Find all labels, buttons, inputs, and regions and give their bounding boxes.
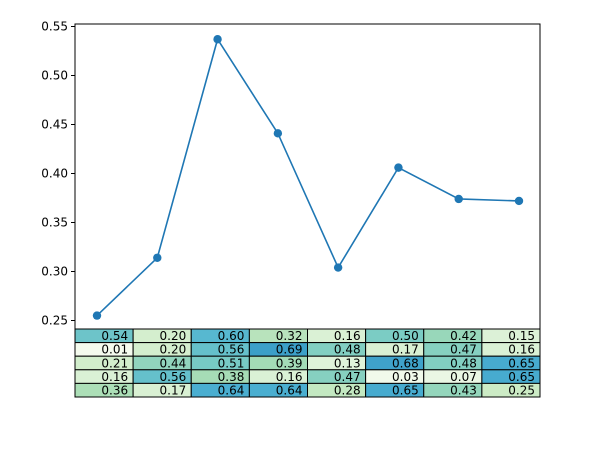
table-cell-value: 0.65 bbox=[508, 356, 535, 370]
table-cell-value: 0.64 bbox=[218, 384, 245, 398]
table-cell-value: 0.54 bbox=[101, 329, 128, 343]
data-point-marker bbox=[454, 194, 463, 204]
table-cell-value: 0.50 bbox=[392, 329, 419, 343]
table-row: 0.21 0.44 0.51 0.39 0.13 0.68 0.48 0.65 bbox=[74, 355, 541, 371]
table-cell-value: 0.48 bbox=[450, 356, 477, 370]
table-cell-value: 0.44 bbox=[160, 356, 187, 370]
table-row: 0.54 0.20 0.60 0.32 0.16 0.50 0.42 0.15 bbox=[74, 328, 541, 343]
table-cell-value: 0.28 bbox=[334, 384, 361, 398]
table-cell-value: 0.47 bbox=[450, 343, 477, 357]
table-row: 0.01 0.20 0.56 0.69 0.48 0.17 0.47 0.16 bbox=[74, 342, 541, 357]
y-tick-label: 0.55 bbox=[41, 20, 68, 34]
table-cell-value: 0.16 bbox=[101, 370, 128, 384]
table-cell-value: 0.25 bbox=[508, 384, 535, 398]
table-cell-value: 0.42 bbox=[450, 329, 477, 343]
data-point-marker bbox=[273, 129, 283, 138]
table-cell-value: 0.65 bbox=[508, 370, 535, 384]
line-series bbox=[92, 35, 524, 320]
y-axis: 0.25 0.30 0.35 0.40 0.45 0.50 0.55 bbox=[41, 20, 75, 328]
table-cell-value: 0.36 bbox=[101, 384, 128, 398]
table-cell-value: 0.47 bbox=[334, 370, 361, 384]
table-cell-value: 0.15 bbox=[508, 329, 535, 343]
y-tick-label: 0.40 bbox=[41, 167, 68, 181]
axes-frame bbox=[74, 23, 541, 330]
table-cell-value: 0.48 bbox=[334, 343, 361, 357]
table-cell-value: 0.17 bbox=[160, 384, 187, 398]
table-cell-value: 0.20 bbox=[160, 343, 187, 357]
table-cell-value: 0.13 bbox=[334, 356, 361, 370]
table-cell-value: 0.03 bbox=[392, 370, 419, 384]
y-tick-label: 0.45 bbox=[41, 118, 68, 132]
table-cell-value: 0.64 bbox=[276, 384, 303, 398]
data-point-marker bbox=[153, 253, 162, 262]
table-cell-value: 0.60 bbox=[218, 329, 245, 343]
table-cell-value: 0.56 bbox=[160, 370, 187, 384]
table-cell bbox=[481, 382, 541, 398]
y-tick-label: 0.50 bbox=[41, 69, 68, 83]
table-cell-value: 0.51 bbox=[218, 356, 245, 370]
table-cell-value: 0.16 bbox=[508, 343, 535, 357]
table-cell-value: 0.17 bbox=[392, 343, 419, 357]
y-tick-label: 0.25 bbox=[41, 314, 68, 328]
table-cell-value: 0.21 bbox=[101, 356, 128, 370]
data-point-marker bbox=[213, 35, 222, 44]
data-point-marker bbox=[92, 311, 102, 320]
data-point-marker bbox=[394, 163, 403, 172]
data-table: 0.54 0.20 0.60 0.32 0.16 0.50 0.42 0.15 0.01 0.20… bbox=[74, 328, 541, 398]
table-cell-value: 0.68 bbox=[392, 356, 419, 370]
table-row: 0.36 0.17 0.64 0.64 0.28 0.65 0.43 0.25 bbox=[74, 382, 541, 398]
table-row: 0.16 0.56 0.38 0.16 0.47 0.03 0.07 0.65 bbox=[74, 369, 541, 384]
data-point-marker bbox=[333, 263, 343, 272]
table-cell-value: 0.01 bbox=[101, 343, 128, 357]
data-point-marker bbox=[514, 196, 524, 206]
table-cell-value: 0.65 bbox=[392, 384, 419, 398]
table-cell-value: 0.16 bbox=[276, 370, 303, 384]
table-cell-value: 0.56 bbox=[218, 343, 245, 357]
table-cell-value: 0.20 bbox=[160, 329, 187, 343]
table-cell-value: 0.07 bbox=[450, 370, 477, 384]
table-cell-value: 0.38 bbox=[218, 370, 245, 384]
table-cell-value: 0.32 bbox=[276, 329, 303, 343]
series-line bbox=[96, 37, 520, 317]
table-cell-value: 0.39 bbox=[276, 356, 303, 370]
table-cell-value: 0.16 bbox=[334, 329, 361, 343]
table-cell-value: 0.43 bbox=[450, 384, 477, 398]
y-tick-label: 0.30 bbox=[41, 265, 68, 279]
y-tick-label: 0.35 bbox=[41, 216, 68, 230]
table-cell-value: 0.69 bbox=[276, 343, 303, 357]
